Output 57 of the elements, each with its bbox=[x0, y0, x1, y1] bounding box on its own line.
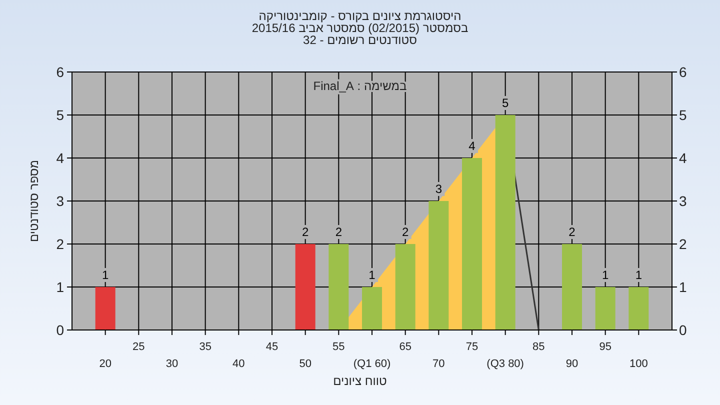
bar bbox=[628, 287, 649, 330]
x-tick-label: 90 bbox=[566, 358, 578, 370]
x-tick-label: 95 bbox=[599, 341, 612, 353]
data-label: 1 bbox=[102, 268, 109, 282]
chart-title: היסטוגרמת ציונים בקורס - קומבינטוריקה bbox=[258, 9, 462, 23]
bar bbox=[328, 244, 349, 330]
x-tick-label: (Q1 60) bbox=[353, 358, 391, 370]
x-tick-label: 55 bbox=[332, 341, 345, 353]
y-tick-label: 1 bbox=[56, 279, 64, 295]
data-label: 1 bbox=[368, 268, 376, 282]
x-tick-label: 25 bbox=[132, 341, 145, 353]
y2-tick-label: 1 bbox=[679, 279, 687, 295]
x-tick-label: 45 bbox=[266, 341, 278, 353]
x-tick-label: 70 bbox=[432, 358, 445, 370]
bar bbox=[562, 244, 582, 330]
data-label: 2 bbox=[335, 225, 342, 239]
x-tick-label: 75 bbox=[466, 341, 478, 353]
data-label: 2 bbox=[568, 225, 576, 239]
y2-tick-label: 0 bbox=[679, 322, 687, 338]
x-tick-label: 40 bbox=[232, 358, 245, 370]
y-tick-label: 4 bbox=[56, 150, 64, 166]
y2-tick-label: 2 bbox=[679, 236, 687, 252]
y2-tick-label: 3 bbox=[679, 193, 687, 209]
data-label: 3 bbox=[435, 182, 442, 196]
y-tick-label: 2 bbox=[56, 236, 64, 252]
bar bbox=[362, 287, 382, 330]
data-label: 1 bbox=[602, 268, 609, 282]
chart-subtitle: בסמסטר (02/2015) סמסטר אביב 2015/16 סטודנטים רשומים - 32 bbox=[252, 21, 468, 47]
bar bbox=[395, 244, 416, 330]
data-label: 5 bbox=[502, 96, 509, 110]
y-tick-label: 6 bbox=[56, 64, 64, 80]
data-label: 2 bbox=[402, 225, 409, 239]
bar bbox=[295, 244, 316, 330]
y-tick-label: 0 bbox=[56, 322, 64, 338]
y-axis-title: מספר סטודנטים bbox=[27, 160, 41, 242]
bar bbox=[428, 201, 449, 330]
y2-tick-label: 5 bbox=[679, 107, 687, 123]
y2-tick-label: 6 bbox=[679, 64, 687, 80]
x-tick-label: 85 bbox=[532, 341, 545, 353]
x-tick-label: 50 bbox=[299, 358, 312, 370]
x-tick-label: (Q3 80) bbox=[486, 358, 524, 370]
bar bbox=[595, 287, 616, 330]
data-label: 1 bbox=[635, 268, 642, 282]
x-tick-label: 30 bbox=[166, 358, 178, 370]
bar bbox=[95, 287, 116, 330]
y2-tick-label: 4 bbox=[679, 150, 687, 166]
x-tick-label: 35 bbox=[199, 341, 212, 353]
bar bbox=[495, 115, 516, 330]
x-tick-label: 100 bbox=[629, 358, 648, 370]
data-label: 4 bbox=[468, 139, 476, 153]
x-tick-label: 20 bbox=[99, 358, 112, 370]
data-label: 2 bbox=[302, 225, 309, 239]
y-tick-label: 5 bbox=[56, 107, 64, 123]
x-tick-label: 65 bbox=[399, 341, 412, 353]
x-axis-title: טווח ציונים bbox=[333, 374, 388, 388]
y-tick-label: 3 bbox=[56, 193, 64, 209]
bar bbox=[462, 158, 482, 330]
